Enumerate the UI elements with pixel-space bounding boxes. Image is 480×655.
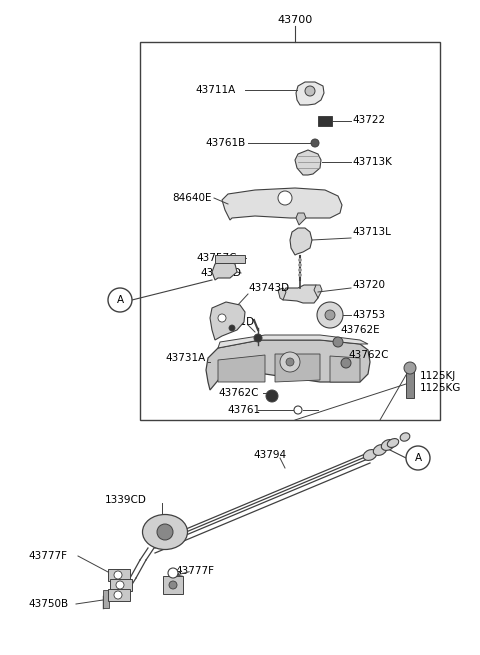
Polygon shape (212, 260, 237, 280)
Text: 84640E: 84640E (172, 193, 212, 203)
Polygon shape (330, 356, 360, 382)
Text: 43762C: 43762C (218, 388, 259, 398)
Ellipse shape (363, 449, 377, 460)
Text: 43750B: 43750B (28, 599, 68, 609)
Polygon shape (295, 150, 321, 175)
Circle shape (116, 581, 124, 589)
Circle shape (317, 302, 343, 328)
Circle shape (108, 288, 132, 312)
Circle shape (278, 191, 292, 205)
Circle shape (114, 591, 122, 599)
Text: 43743D: 43743D (248, 283, 289, 293)
Polygon shape (296, 82, 324, 105)
Circle shape (218, 314, 226, 322)
Circle shape (299, 259, 301, 261)
Ellipse shape (400, 433, 410, 441)
Text: 1125KG: 1125KG (420, 383, 461, 393)
Ellipse shape (387, 439, 399, 447)
Text: 43753: 43753 (352, 310, 385, 320)
Bar (406, 368, 414, 398)
Ellipse shape (143, 514, 188, 550)
Circle shape (341, 358, 351, 368)
Text: 43761D: 43761D (213, 317, 254, 327)
Circle shape (406, 446, 430, 470)
Polygon shape (218, 335, 368, 348)
Polygon shape (222, 188, 342, 220)
Circle shape (294, 406, 302, 414)
Polygon shape (206, 340, 370, 390)
Circle shape (325, 310, 335, 320)
Text: 43762C: 43762C (348, 350, 388, 360)
Bar (108, 589, 130, 601)
Bar (215, 255, 245, 263)
Bar (318, 116, 332, 126)
Text: 1125KJ: 1125KJ (420, 371, 456, 381)
Circle shape (168, 568, 178, 578)
Text: 1339CD: 1339CD (105, 495, 147, 505)
Circle shape (169, 581, 177, 589)
Polygon shape (314, 285, 322, 298)
Polygon shape (278, 288, 286, 300)
Circle shape (114, 571, 122, 579)
Text: 43700: 43700 (277, 15, 312, 25)
Text: 43757C: 43757C (196, 253, 237, 263)
Bar (140, 42, 440, 420)
Bar (108, 569, 130, 581)
Circle shape (333, 337, 343, 347)
Text: 43760D: 43760D (200, 268, 241, 278)
Circle shape (299, 263, 301, 267)
Circle shape (254, 334, 262, 342)
Text: 43762E: 43762E (340, 325, 380, 335)
Text: 43713L: 43713L (352, 227, 391, 237)
Circle shape (280, 352, 300, 372)
Polygon shape (218, 355, 265, 382)
Text: 43720: 43720 (352, 280, 385, 290)
Text: A: A (414, 453, 421, 463)
Text: A: A (117, 295, 123, 305)
Polygon shape (290, 228, 312, 255)
Text: 43777F: 43777F (28, 551, 67, 561)
Polygon shape (275, 354, 320, 382)
Ellipse shape (381, 440, 395, 451)
Text: 43794: 43794 (253, 450, 286, 460)
Text: 43731A: 43731A (165, 353, 205, 363)
Circle shape (305, 86, 315, 96)
Text: 43761B: 43761B (205, 138, 245, 148)
Circle shape (286, 358, 294, 366)
Text: 43777F: 43777F (175, 566, 214, 576)
Circle shape (229, 325, 235, 331)
Text: 43713K: 43713K (352, 157, 392, 167)
Bar (103, 590, 109, 608)
Circle shape (266, 390, 278, 402)
Ellipse shape (373, 445, 387, 455)
Text: 43711A: 43711A (195, 85, 235, 95)
Circle shape (299, 269, 301, 272)
Polygon shape (283, 285, 318, 303)
Polygon shape (296, 213, 306, 225)
Bar (163, 576, 183, 594)
Text: 43761: 43761 (227, 405, 260, 415)
Circle shape (157, 524, 173, 540)
Circle shape (299, 274, 301, 276)
Bar (110, 579, 132, 591)
Circle shape (311, 139, 319, 147)
Circle shape (404, 362, 416, 374)
Polygon shape (210, 302, 245, 340)
Text: 43722: 43722 (352, 115, 385, 125)
